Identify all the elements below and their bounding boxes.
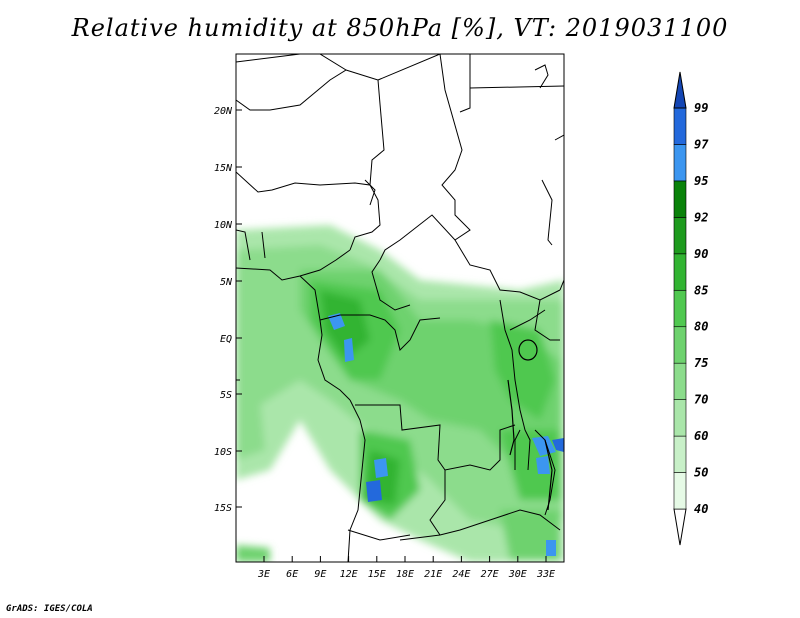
colorbar-label: 80 (694, 320, 708, 334)
longitude-axis: 3E 6E 9E 12E 15E 18E 21E 24E 27E 30E 33E (257, 556, 555, 580)
colorbar-segment (673, 107, 687, 145)
colorbar-label: 75 (694, 356, 708, 370)
colorbar-label: 95 (694, 174, 708, 188)
colorbar-segment (673, 180, 687, 218)
colorbar: 40 50 60 70 75 80 85 90 92 95 97 99 (673, 71, 709, 546)
lat-tick-label: 5N (220, 277, 233, 288)
colorbar-label: 97 (694, 137, 709, 151)
humidity-field (236, 54, 564, 562)
colorbar-label: 90 (694, 247, 708, 261)
latitude-axis: 20N 15N 10N 5N EQ 5S 10S 15S (214, 106, 242, 514)
colorbar-segment (673, 289, 687, 328)
colorbar-label: 50 (694, 466, 708, 480)
colorbar-segment (673, 362, 687, 400)
map-title: Relative humidity at 850hPa [%], VT: 201… (71, 14, 729, 42)
colorbar-label: 92 (694, 210, 708, 224)
lat-tick-label: EQ (220, 334, 232, 345)
colorbar-label: 40 (694, 502, 708, 516)
lon-tick-label: 12E (340, 569, 358, 580)
colorbar-segment (673, 326, 687, 364)
lat-tick-label: 15N (214, 163, 233, 174)
lon-tick-label: 24E (452, 569, 470, 580)
lat-tick-label: 10S (214, 447, 232, 458)
colorbar-segment (673, 144, 687, 182)
colorbar-label: 99 (694, 101, 708, 115)
credit-text: GrADS: IGES/COLA (6, 604, 93, 614)
colorbar-label: 85 (694, 283, 708, 297)
colorbar-label: 60 (694, 429, 708, 443)
lon-tick-label: 6E (286, 569, 298, 580)
lat-tick-label: 20N (214, 106, 233, 117)
lat-tick-label: 15S (214, 503, 232, 514)
colorbar-label: 70 (694, 393, 708, 407)
colorbar-segment (673, 71, 687, 109)
lon-tick-label: 21E (424, 569, 442, 580)
lon-tick-label: 30E (508, 569, 527, 580)
lon-tick-label: 18E (396, 569, 414, 580)
lon-tick-label: 9E (314, 569, 326, 580)
colorbar-segment (673, 435, 687, 473)
lat-tick-label: 10N (214, 220, 233, 231)
lon-tick-label: 27E (481, 569, 499, 580)
colorbar-segment (673, 472, 687, 510)
colorbar-segment (673, 217, 687, 255)
lon-tick-label: 15E (368, 569, 386, 580)
lat-tick-label: 5S (220, 390, 232, 401)
lon-tick-label: 3E (257, 569, 270, 580)
colorbar-segment (673, 399, 687, 437)
colorbar-segment (673, 253, 687, 291)
lon-tick-label: 33E (536, 569, 555, 580)
colorbar-segment (673, 508, 687, 546)
